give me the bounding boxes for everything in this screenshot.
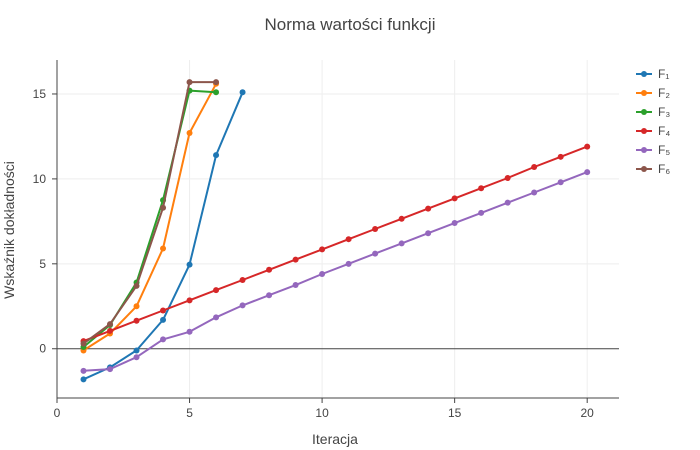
data-point (478, 185, 485, 192)
series (80, 80, 220, 354)
data-point (186, 328, 193, 335)
data-point (107, 366, 114, 373)
series-line (83, 145, 588, 343)
data-point (398, 215, 405, 222)
legend-swatch-marker (641, 90, 647, 96)
data-point (133, 317, 140, 324)
data-point (80, 367, 87, 374)
y-tick-label: 5 (39, 257, 46, 271)
legend-item: F₄ (636, 124, 670, 138)
data-point (557, 179, 564, 186)
data-point (186, 261, 193, 268)
data-point (239, 302, 246, 309)
data-point (239, 89, 246, 96)
data-point (133, 303, 140, 310)
legend-item: F₆ (636, 162, 670, 176)
legend-item: F₁ (636, 67, 669, 81)
data-point (160, 336, 167, 343)
legend-item: F₂ (636, 86, 670, 100)
series (80, 79, 220, 347)
data-point (160, 204, 167, 211)
x-tick-label: 0 (54, 406, 61, 420)
data-point (531, 189, 538, 196)
legend-swatch-marker (641, 166, 647, 172)
data-point (133, 282, 140, 289)
y-tick-label: 0 (39, 342, 46, 356)
data-point (345, 236, 352, 243)
data-point (186, 297, 193, 304)
data-point (213, 152, 220, 159)
data-point (425, 205, 432, 212)
data-point (186, 130, 193, 137)
x-tick-label: 5 (186, 406, 193, 420)
series (80, 169, 591, 374)
data-point (557, 153, 564, 160)
data-point (239, 276, 246, 283)
y-tick-label: 15 (33, 87, 47, 101)
data-point (372, 226, 379, 232)
legend-label: F₆ (658, 162, 670, 176)
data-point (186, 79, 193, 86)
data-point (133, 347, 140, 354)
data-point (213, 89, 220, 96)
data-point (584, 169, 591, 176)
data-point (425, 230, 432, 237)
data-point (319, 271, 326, 278)
data-point (451, 220, 458, 227)
series (80, 143, 591, 345)
data-point (292, 282, 299, 289)
data-point (107, 321, 114, 328)
x-tick-label: 10 (315, 406, 329, 420)
plot-area: 0 5 10 15 20 0 5 10 15 (33, 60, 619, 420)
x-tick-label: 15 (448, 406, 462, 420)
legend-item: F₅ (636, 143, 670, 157)
data-point (504, 175, 511, 182)
y-tick-label: 10 (33, 172, 47, 186)
data-point (80, 340, 87, 347)
legend-label: F₄ (658, 124, 670, 138)
x-tick-label: 20 (581, 406, 595, 420)
data-point (531, 164, 538, 171)
series (80, 87, 220, 351)
series-line (83, 171, 588, 372)
legend-swatch-marker (641, 109, 647, 115)
data-point (80, 376, 87, 383)
data-point (398, 240, 405, 247)
legend-label: F₁ (658, 67, 669, 81)
legend-label: F₅ (658, 143, 670, 157)
data-point (504, 199, 511, 206)
data-point (319, 246, 326, 253)
data-point (584, 143, 591, 150)
data-point (478, 209, 485, 216)
data-point (372, 250, 379, 257)
chart-title: Norma wartości funkcji (265, 15, 436, 34)
y-axis-label: Wskaźnik dokładności (1, 161, 17, 299)
data-point (345, 260, 352, 267)
data-point (160, 316, 167, 323)
legend-item: F₃ (636, 105, 670, 119)
legend-swatch-marker (641, 71, 647, 77)
x-axis-label: Iteracja (312, 431, 358, 447)
legend-label: F₃ (658, 105, 670, 119)
legend-label: F₂ (658, 86, 670, 100)
data-point (451, 195, 458, 202)
series-line (82, 81, 217, 345)
series-line (82, 89, 217, 348)
data-point (107, 327, 114, 334)
data-point (160, 307, 167, 314)
data-point (213, 79, 220, 86)
data-point (266, 292, 273, 299)
legend: F₁ F₂ F₃ F₄ F₅ F₆ (636, 67, 670, 176)
data-point (133, 354, 140, 361)
legend-swatch-marker (641, 128, 647, 134)
data-point (160, 245, 167, 252)
data-point (213, 314, 220, 321)
series-line (82, 83, 217, 352)
data-point (266, 266, 273, 273)
data-point (213, 287, 220, 294)
data-point (292, 256, 299, 263)
legend-swatch-marker (641, 147, 647, 153)
